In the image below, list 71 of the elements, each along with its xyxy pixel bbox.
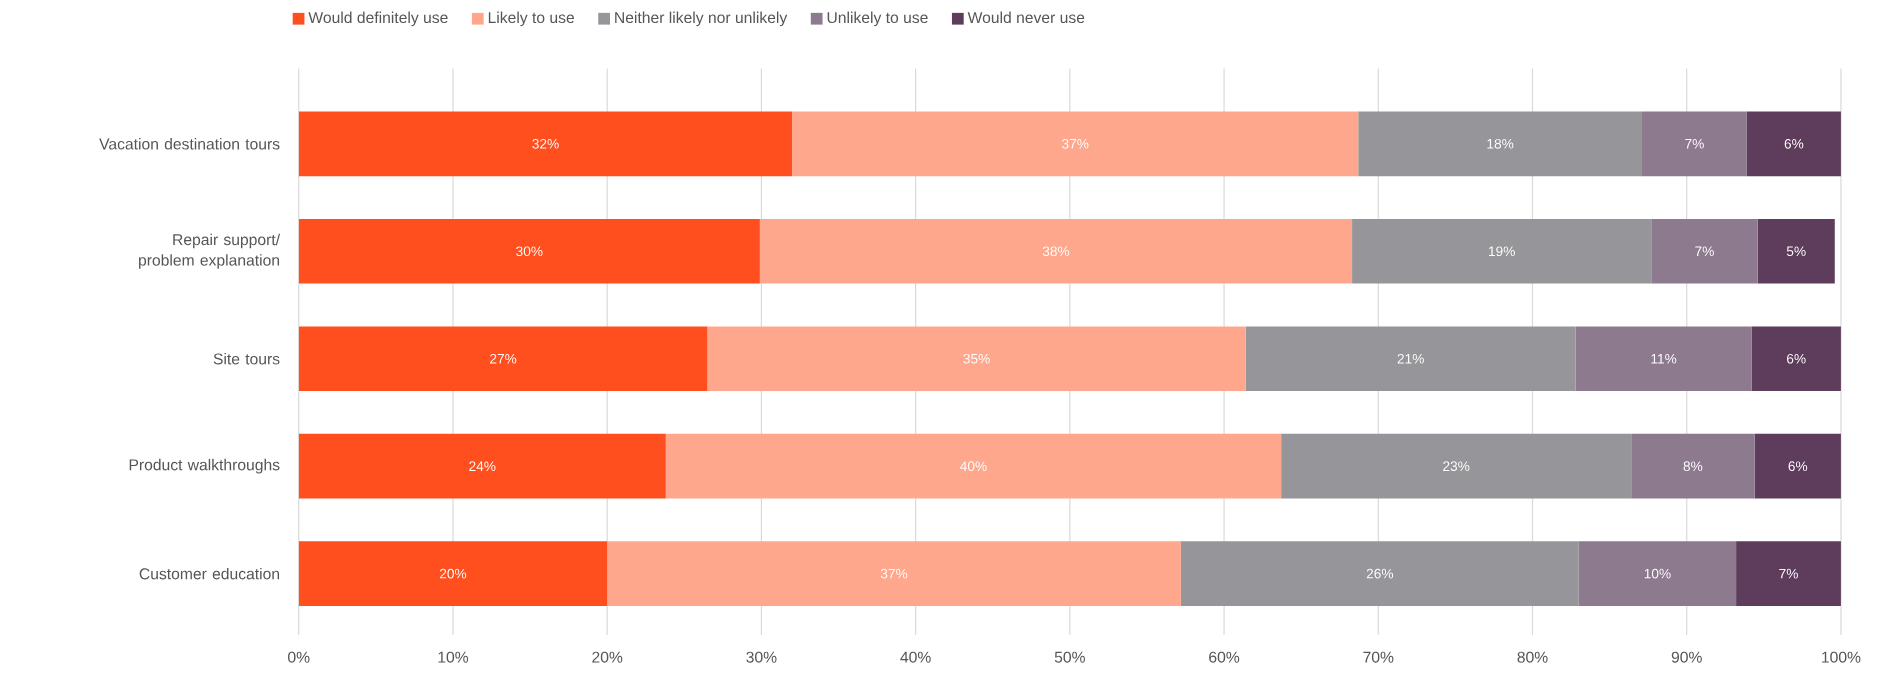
- y-tick-label: Vacation destination tours: [99, 138, 280, 150]
- data-label: 32%: [532, 139, 559, 149]
- bar: [1281, 433, 1632, 499]
- x-tick-label: 90%: [1671, 651, 1702, 663]
- data-label: 37%: [1062, 139, 1089, 149]
- x-tick-label: 100%: [1822, 651, 1861, 663]
- bar: [665, 433, 1282, 499]
- data-label: 5%: [1786, 246, 1806, 257]
- bar: [792, 111, 1359, 177]
- x-tick-label: 40%: [900, 651, 931, 663]
- data-label: 20%: [439, 568, 467, 579]
- bar: [298, 111, 793, 177]
- bar: [1631, 433, 1755, 499]
- bar: [1575, 326, 1752, 392]
- bar: [1245, 326, 1576, 392]
- data-label: 24%: [469, 461, 496, 472]
- x-tick-label: 10%: [438, 651, 469, 663]
- bar: [1746, 111, 1841, 177]
- bar: [1358, 111, 1643, 177]
- data-label: 21%: [1397, 353, 1424, 364]
- data-label: 37%: [880, 568, 908, 579]
- bar: [1180, 541, 1579, 607]
- data-label: 23%: [1443, 461, 1470, 472]
- bar: [1754, 433, 1841, 499]
- data-label: 27%: [490, 353, 517, 364]
- bar: [298, 433, 666, 499]
- data-label: 11%: [1651, 354, 1677, 364]
- bar: [298, 218, 760, 284]
- x-tick-label: 20%: [592, 651, 623, 663]
- bar: [1757, 218, 1835, 284]
- y-tick-label: Product walkthroughs: [129, 458, 280, 474]
- bar: [707, 326, 1246, 392]
- bar: [1578, 541, 1737, 607]
- data-label: 6%: [1788, 461, 1808, 472]
- bar: [1651, 218, 1758, 284]
- legend-label: Would never use: [967, 11, 1085, 24]
- bar: [1352, 218, 1652, 284]
- bar: [1736, 541, 1841, 607]
- data-label: 18%: [1487, 139, 1514, 149]
- data-label: 8%: [1683, 461, 1703, 472]
- bar: [1642, 111, 1747, 177]
- y-tick-label: Site tours: [213, 353, 280, 365]
- legend-label: Unlikely to use: [827, 11, 928, 27]
- data-label: 26%: [1366, 568, 1394, 579]
- bar: [1751, 326, 1841, 392]
- legend-label: Would definitely use: [308, 11, 448, 27]
- bar: [298, 541, 608, 607]
- data-label: 19%: [1488, 246, 1515, 257]
- x-tick-label: 80%: [1517, 651, 1548, 663]
- x-tick-label: 50%: [1054, 651, 1085, 663]
- x-tick-label: 0%: [288, 651, 310, 663]
- x-tick-label: 70%: [1363, 651, 1394, 663]
- legend-label: Likely to use: [488, 11, 574, 27]
- data-label: 6%: [1787, 353, 1806, 364]
- data-label: 7%: [1685, 139, 1704, 149]
- data-label: 35%: [963, 353, 990, 364]
- data-label: 30%: [516, 246, 543, 257]
- data-label: 40%: [960, 461, 987, 472]
- data-label: 38%: [1042, 246, 1070, 257]
- x-tick-label: 30%: [746, 651, 777, 663]
- y-tick-label: Customer education: [139, 567, 280, 580]
- x-tick-label: 60%: [1209, 651, 1240, 663]
- data-label: 10%: [1644, 568, 1671, 579]
- y-tick-label: Repair support/ problem explanation: [139, 233, 281, 269]
- data-label: 7%: [1695, 246, 1714, 257]
- bar: [298, 326, 708, 392]
- data-label: 7%: [1779, 568, 1798, 579]
- bar: [759, 218, 1353, 284]
- bar: [607, 541, 1181, 607]
- data-label: 6%: [1784, 139, 1804, 149]
- legend-label: Neither likely nor unlikely: [615, 11, 788, 27]
